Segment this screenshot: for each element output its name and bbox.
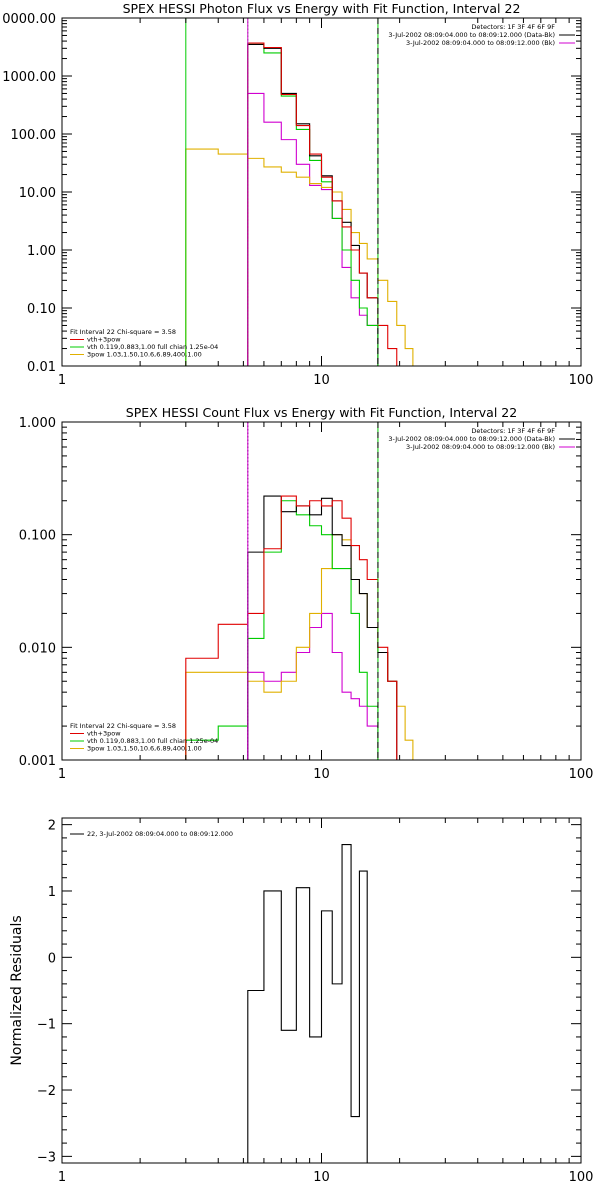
chart-3-x-tick-label: 100 (569, 1170, 594, 1185)
chart-2-legend-text: vth+3pow (87, 730, 121, 738)
chart-1-title: SPEX HESSI Photon Flux vs Energy with Fi… (123, 1, 521, 16)
chart-2-legend-text: 3pow 1.03,1.50,10.6,6.89,400,1.00 (87, 745, 202, 753)
chart-1-y-tick-label: 1.00 (27, 244, 56, 259)
chart-1: 1 10 100 0.01 0.10 1.00 10.00 100.00 1000.00 0000… (2, 1, 593, 388)
chart-2-x-tick-label: 10 (313, 767, 330, 782)
chart-2-y-tick-label: 0.001 (19, 754, 56, 769)
chart-1-info-text: 3-Jul-2002 08:09:04.000 to 08:09:12.000 … (406, 39, 555, 47)
chart-1-series-1 (247, 92, 379, 366)
chart-3-y-axis-label: Normalized Residuals (9, 915, 25, 1065)
chart-1-legend-text: Fit Interval 22 Chi-square = 3.58 (70, 328, 176, 336)
chart-1-info-text: 3-Jul-2002 08:09:04.000 to 08:09:12.000 … (388, 31, 555, 39)
chart-1-y-tick-label: 1000.00 (2, 70, 56, 85)
chart-2-series-4 (247, 495, 398, 760)
chart-2-title: SPEX HESSI Count Flux vs Energy with Fit… (126, 405, 517, 420)
chart-2-x-tick-label: 1 (58, 767, 66, 782)
chart-2: 1 10 100 0.001 0.010 0.100 1.000 SPEX HESSI Cou… (19, 405, 594, 782)
chart-1-legend-text: vth+3pow (87, 336, 121, 344)
chart-3-x-tick-label: 1 (58, 1170, 66, 1185)
chart-3: 1 10 100 −3 −2 −1 0 1 2 Normalized Residuals 22, 3… (9, 817, 594, 1185)
chart-2-info-text: 3-Jul-2002 08:09:04.000 to 08:09:12.000 … (388, 435, 555, 443)
chart-2-series-1 (247, 612, 379, 760)
chart-1-info-text: Detectors: 1F 3F 4F 6F 9F (471, 23, 555, 31)
chart-2-y-tick-label: 0.010 (19, 641, 56, 656)
chart-2-info-text: Detectors: 1F 3F 4F 6F 9F (471, 427, 555, 435)
chart-2-y-tick-label: 1.000 (19, 416, 56, 431)
chart-2-series-5 (185, 495, 398, 760)
chart-1-legend-text: vth 0.119,0.883,1.00 full chian 1.25e-04 (87, 343, 218, 351)
chart-1-frame (61, 17, 582, 367)
chart-3-y-tick-label: 2 (48, 819, 56, 834)
chart-1-x-tick-label: 1 (58, 373, 66, 388)
chart-1-series-5 (247, 42, 398, 366)
chart-3-y-tick-label: −3 (37, 1150, 56, 1165)
chart-2-y-tick-label: 0.100 (19, 529, 56, 544)
chart-1-y-tick-label: 0000.00 (2, 12, 56, 27)
chart-1-y-tick-label: 10.00 (19, 186, 56, 201)
chart-1-y-tick-label: 0.10 (27, 302, 56, 317)
chart-2-legend-text: Fit Interval 22 Chi-square = 3.58 (70, 722, 176, 730)
chart-1-series-2 (185, 148, 414, 366)
chart-1-y-tick-label: 0.01 (27, 360, 56, 375)
chart-1-y-tick-label: 100.00 (11, 128, 57, 143)
chart-3-series-1 (247, 843, 378, 1163)
chart-1-x-tick-label: 100 (569, 373, 594, 388)
chart-1-legend-text: 3pow 1.03,1.50,10.6,6.89,400,1.00 (87, 351, 202, 359)
chart-2-info-text: 3-Jul-2002 08:09:04.000 to 08:09:12.000 … (406, 443, 555, 451)
chart-2-x-tick-label: 100 (569, 767, 594, 782)
chart-3-y-tick-label: −2 (37, 1084, 56, 1099)
chart-1-series-4 (247, 43, 379, 366)
chart-3-y-tick-label: −1 (37, 1018, 56, 1033)
chart-1-x-tick-label: 10 (313, 373, 330, 388)
chart-1-series-3 (247, 43, 379, 366)
chart-3-legend-text: 22, 3-Jul-2002 08:09:04.000 to 08:09:12.… (87, 830, 233, 838)
chart-3-y-tick-label: 1 (48, 885, 56, 900)
chart-2-legend-text: vth 0.119,0.883,1.00 full chian 1.25e-04 (87, 737, 218, 745)
chart-3-y-tick-label: 0 (48, 951, 56, 966)
chart-3-x-tick-label: 10 (313, 1170, 330, 1185)
